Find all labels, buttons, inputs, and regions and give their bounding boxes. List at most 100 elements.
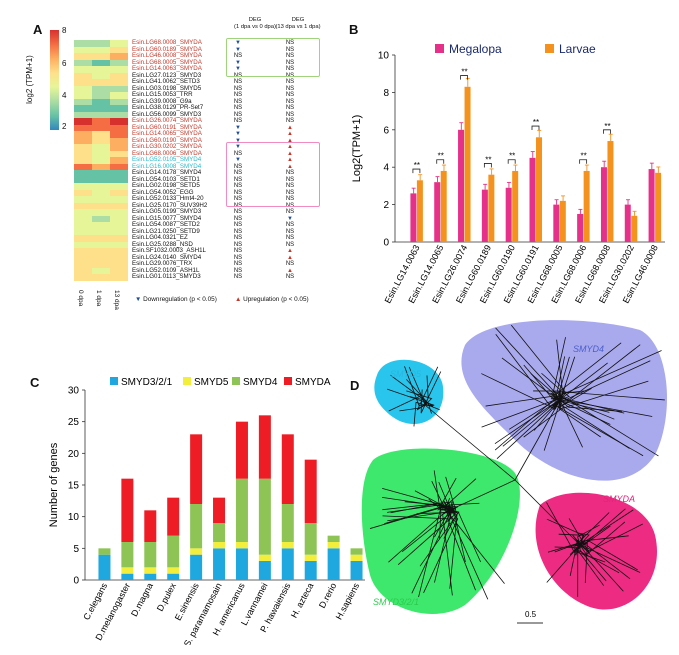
heatmap-cell <box>74 235 92 242</box>
heatmap-cell <box>74 209 92 216</box>
up-arrow-icon: ▲ <box>287 150 293 157</box>
tree-branch <box>434 507 453 583</box>
heatmap-cell <box>110 176 128 183</box>
stack-segment <box>144 510 157 542</box>
tree-branch <box>495 333 561 409</box>
heatmap-cell <box>110 98 128 105</box>
gene-label: Esin.LG03.0198_SMYD5 <box>132 84 202 92</box>
stack-segment <box>304 561 317 580</box>
clade-label-smyd4: SMYD4 <box>573 344 604 354</box>
deg-ns-label: NS <box>233 209 243 215</box>
bar-megalopa <box>577 213 584 242</box>
heatmap-cell <box>92 105 110 112</box>
stack-segment <box>281 504 294 542</box>
bar-larvae <box>464 86 471 242</box>
stack-segment <box>190 434 203 504</box>
significance-label: ** <box>485 155 491 164</box>
heatmap-cell <box>92 170 110 177</box>
clade-label-smyd321: SMYD3/2/1 <box>373 597 419 607</box>
heatmap-row <box>74 85 128 92</box>
stack-segment <box>304 554 317 561</box>
stack-segment <box>98 554 111 580</box>
deg-ns-label: NS <box>233 228 243 235</box>
tree-branch <box>406 379 427 406</box>
stack-segment <box>350 554 363 561</box>
tree-branch <box>579 542 588 584</box>
heatmap-cell <box>92 261 110 268</box>
deg-ns-label: NS <box>285 209 295 215</box>
heatmap-cell <box>110 235 128 242</box>
tree-branch <box>514 479 581 546</box>
gene-label: Esin.LG29.0076_TRX <box>132 260 193 267</box>
deg-ns-label: NS <box>285 228 295 235</box>
tree-branch <box>413 401 426 427</box>
heatmap-cell <box>110 196 128 203</box>
gene-label: Esin.LG21.0250_SETD9 <box>132 227 200 235</box>
heatmap-cell <box>74 105 92 112</box>
bar-megalopa <box>553 204 560 242</box>
heatmap-cell <box>92 118 110 125</box>
deg-ns-label: NS <box>233 111 243 118</box>
gene-label: Esin.LG25.0288_NSD <box>132 240 193 248</box>
stack-segment <box>190 504 203 549</box>
deg-ns-label: NS <box>233 79 243 85</box>
down-arrow-icon: ▼ <box>235 144 241 150</box>
colorbar-label: log2 (TPM+1) <box>24 55 34 104</box>
deg-ns-label: NS <box>285 196 295 202</box>
stack-segment <box>144 573 157 580</box>
stack-segment <box>167 573 180 580</box>
legend-upregulation: ▲ Upregulation (p < 0.05) <box>235 296 309 303</box>
heatmap-row <box>74 222 128 229</box>
heatmap-cell <box>110 46 128 53</box>
stack-segment <box>258 415 271 479</box>
heatmap-cell <box>74 118 92 125</box>
heatmap-cell <box>110 202 128 209</box>
heatmap-cell <box>74 170 92 177</box>
tree-branch <box>577 539 581 597</box>
gene-label: Esin.LG60.0189_SMYDA <box>132 45 202 53</box>
heatmap-cell <box>92 215 110 222</box>
deg-ns-label: NS <box>233 53 243 59</box>
heatmap-row <box>74 163 128 170</box>
heatmap-cell <box>92 111 110 118</box>
gene-label: Esin.SF1032.0003_ASH1L <box>132 247 206 254</box>
heatmap-row <box>74 46 128 53</box>
heatmap-cell <box>74 144 92 151</box>
heatmap-cell <box>92 254 110 261</box>
stack-segment <box>144 567 157 574</box>
up-arrow-icon: ▲ <box>235 296 242 303</box>
deg-ns-label: NS <box>285 176 295 183</box>
heatmap-cell <box>74 196 92 203</box>
tree-branch <box>569 544 620 574</box>
legend-swatch <box>284 377 292 385</box>
panel-label-b: B <box>349 22 359 37</box>
bar-megalopa <box>600 167 607 242</box>
heatmap-cell <box>74 163 92 170</box>
heatmap-row <box>74 79 128 86</box>
panel-label-c: C <box>30 375 40 390</box>
legend-label: Larvae <box>559 42 596 56</box>
stack-segment <box>213 523 226 542</box>
significance-bracket <box>483 163 492 168</box>
deg-ns-label: NS <box>233 215 243 222</box>
stack-segment <box>190 548 203 555</box>
deg-ns-label: NS <box>233 163 243 170</box>
down-arrow-icon: ▼ <box>235 131 241 137</box>
heatmap-cell <box>92 98 110 105</box>
legend-swatch <box>110 377 118 385</box>
gene-label: Esin.LG14.0065_SMYDA <box>132 130 202 137</box>
tree-branch <box>369 505 451 529</box>
tree-branch <box>416 366 439 411</box>
heatmap-cell <box>110 274 128 281</box>
heatmap-row <box>74 196 128 203</box>
heatmap-row <box>74 53 128 60</box>
stack-segment <box>304 523 317 555</box>
down-arrow-icon: ▼ <box>235 40 241 46</box>
heatmap-row <box>74 131 128 138</box>
heatmap-cell <box>110 170 128 177</box>
deg-ns-label: NS <box>285 79 295 85</box>
stack-segment <box>281 434 294 504</box>
heatmap-cell <box>92 176 110 183</box>
heatmap-cell <box>92 235 110 242</box>
heatmap-cell <box>74 66 92 73</box>
